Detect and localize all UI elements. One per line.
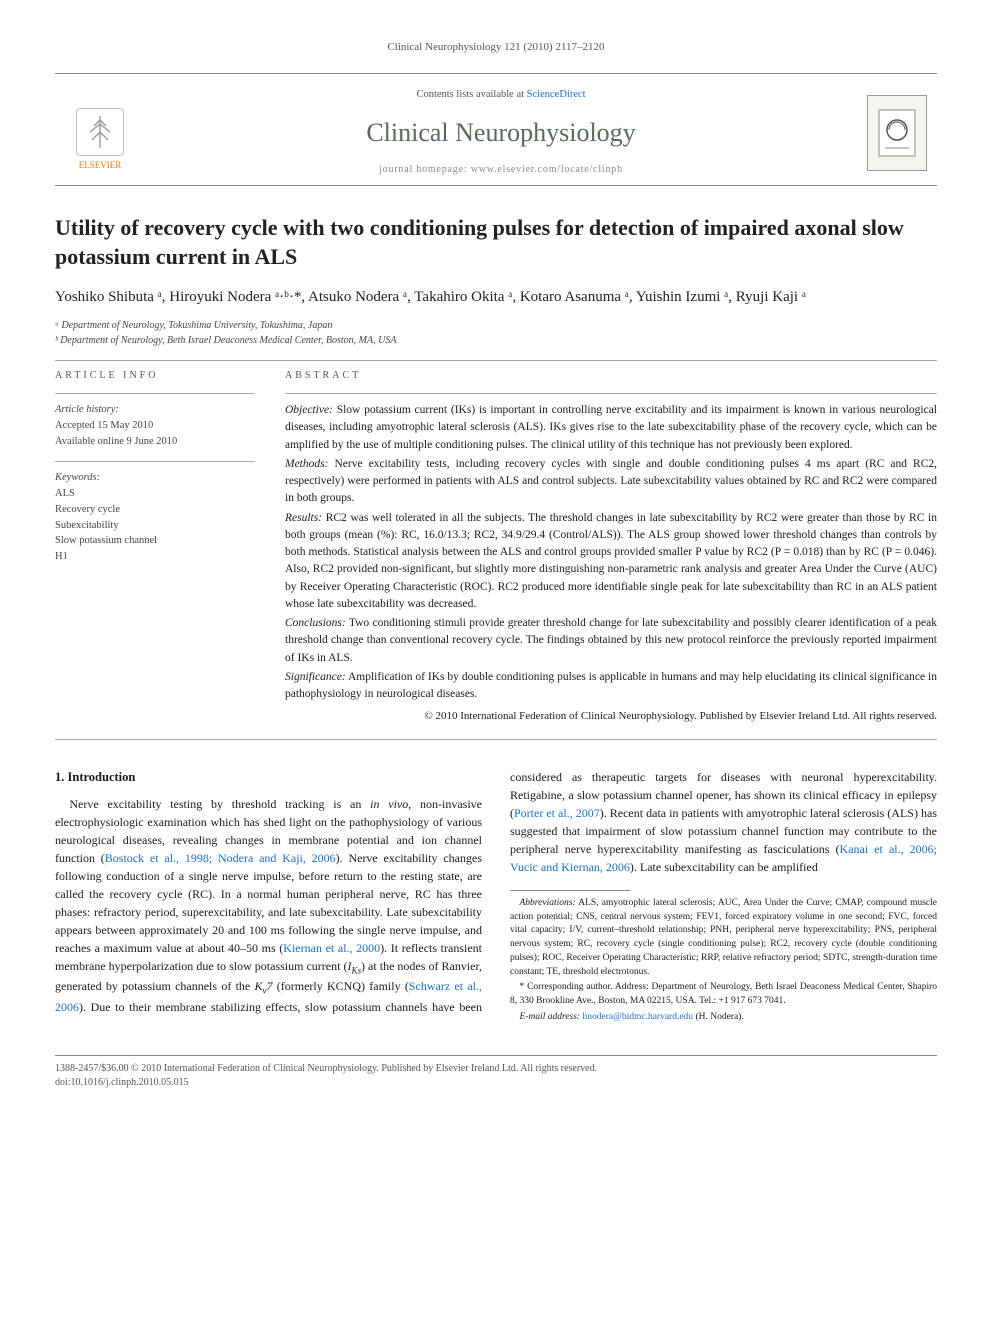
elsevier-logo: ELSEVIER bbox=[65, 94, 135, 172]
article-info-column: ARTICLE INFO Article history: Accepted 1… bbox=[55, 369, 255, 725]
email-label: E-mail address: bbox=[520, 1012, 581, 1022]
abstract-heading: ABSTRACT bbox=[285, 369, 937, 383]
keyword: Recovery cycle bbox=[55, 502, 255, 518]
abbrev-text: ALS, amyotrophic lateral sclerosis; AUC,… bbox=[510, 898, 937, 977]
email-link[interactable]: hnodera@bidmc.harvard.edu bbox=[580, 1012, 693, 1022]
objective-label: Objective: bbox=[285, 404, 333, 416]
affiliation-a: ᵃ Department of Neurology, Tokushima Uni… bbox=[55, 318, 937, 333]
publisher-label: ELSEVIER bbox=[79, 159, 122, 172]
journal-title: Clinical Neurophysiology bbox=[135, 115, 867, 151]
keyword: H1 bbox=[55, 549, 255, 565]
elsevier-tree-icon bbox=[76, 108, 124, 156]
body-two-column: 1. Introduction Nerve excitability testi… bbox=[55, 768, 937, 1025]
section-heading-introduction: 1. Introduction bbox=[55, 768, 482, 787]
abstract-rule-bottom bbox=[55, 739, 937, 740]
abbrev-label: Abbreviations: bbox=[520, 898, 576, 908]
footnotes-block: Abbreviations: ALS, amyotrophic lateral … bbox=[510, 897, 937, 1025]
abstract-copyright: © 2010 International Federation of Clini… bbox=[285, 709, 937, 724]
iks-symbol: IKs bbox=[348, 959, 362, 973]
keyword: ALS bbox=[55, 486, 255, 502]
affiliation-b: ᵇ Department of Neurology, Beth Israel D… bbox=[55, 333, 937, 348]
footer-copyright: 1388-2457/$36.00 © 2010 International Fe… bbox=[55, 1062, 597, 1076]
results-label: Results: bbox=[285, 512, 322, 524]
objective-text: Slow potassium current (IKs) is importan… bbox=[285, 404, 937, 451]
contents-line: Contents lists available at ScienceDirec… bbox=[135, 88, 867, 103]
conclusions-text: Two conditioning stimuli provide greater… bbox=[285, 617, 937, 664]
keyword: Slow potassium channel bbox=[55, 533, 255, 549]
journal-header-box: ELSEVIER Contents lists available at Sci… bbox=[55, 80, 937, 186]
keyword: Subexcitability bbox=[55, 518, 255, 534]
article-title: Utility of recovery cycle with two condi… bbox=[55, 214, 937, 271]
online-date: Available online 9 June 2010 bbox=[55, 436, 177, 447]
info-rule-mid2 bbox=[55, 461, 255, 462]
significance-label: Significance: bbox=[285, 671, 346, 683]
kv7-symbol: Kv7 bbox=[255, 979, 273, 993]
running-head: Clinical Neurophysiology 121 (2010) 2117… bbox=[55, 40, 937, 55]
sciencedirect-link[interactable]: ScienceDirect bbox=[527, 89, 586, 100]
keywords-label: Keywords: bbox=[55, 472, 100, 483]
page-footer: 1388-2457/$36.00 © 2010 International Fe… bbox=[55, 1055, 937, 1090]
citation-link[interactable]: Bostock et al., 1998; Nodera and Kaji, 2… bbox=[105, 851, 336, 865]
info-rule-mid1 bbox=[55, 393, 255, 394]
citation-link[interactable]: Kiernan et al., 2000 bbox=[283, 941, 380, 955]
affiliations: ᵃ Department of Neurology, Tokushima Uni… bbox=[55, 318, 937, 348]
history-label: Article history: bbox=[55, 404, 119, 415]
homepage-url[interactable]: www.elsevier.com/locate/clinph bbox=[471, 164, 623, 175]
conclusions-label: Conclusions: bbox=[285, 617, 346, 629]
abstract-column: ABSTRACT Objective: Slow potassium curre… bbox=[285, 369, 937, 725]
footer-doi: doi:10.1016/j.clinph.2010.05.015 bbox=[55, 1076, 597, 1090]
methods-label: Methods: bbox=[285, 458, 328, 470]
footnote-rule bbox=[510, 890, 630, 891]
abstract-rule bbox=[285, 393, 937, 394]
homepage-line: journal homepage: www.elsevier.com/locat… bbox=[135, 163, 867, 177]
author-list: Yoshiko Shibuta ᵃ, Hiroyuki Nodera ᵃ·ᵇ·*… bbox=[55, 286, 937, 309]
corresponding-label: * Corresponding author. bbox=[520, 982, 613, 992]
accepted-date: Accepted 15 May 2010 bbox=[55, 420, 153, 431]
info-rule-top bbox=[55, 360, 937, 361]
results-text: RC2 was well tolerated in all the subjec… bbox=[285, 512, 937, 610]
email-suffix: (H. Nodera). bbox=[693, 1012, 744, 1022]
citation-link[interactable]: Porter et al., 2007 bbox=[514, 806, 600, 820]
journal-cover-icon bbox=[867, 95, 927, 171]
methods-text: Nerve excitability tests, including reco… bbox=[285, 458, 937, 505]
significance-text: Amplification of IKs by double condition… bbox=[285, 671, 937, 700]
article-info-heading: ARTICLE INFO bbox=[55, 369, 255, 383]
header-rule-top bbox=[55, 73, 937, 74]
